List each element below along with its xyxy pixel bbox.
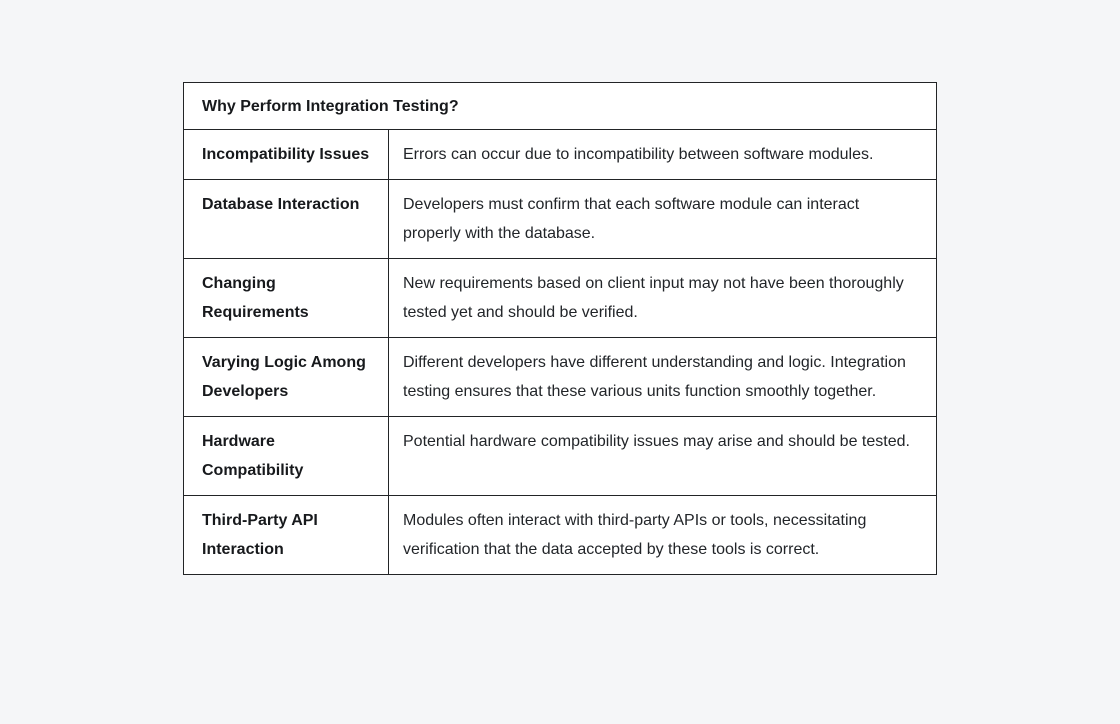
table-row: Hardware Compatibility Potential hardwar… — [184, 417, 936, 496]
table-row: Changing Requirements New requirements b… — [184, 259, 936, 338]
table-row: Varying Logic Among Developers Different… — [184, 338, 936, 417]
description-cell: Errors can occur due to incompatibility … — [403, 146, 874, 163]
table-title: Why Perform Integration Testing? — [184, 83, 936, 130]
table-row: Database Interaction Developers must con… — [184, 180, 936, 259]
description-cell: Different developers have different unde… — [403, 354, 906, 400]
description-cell: New requirements based on client input m… — [403, 275, 904, 321]
term-cell: Changing Requirements — [184, 259, 389, 337]
term-cell: Hardware Compatibility — [184, 417, 389, 495]
description-cell: Modules often interact with third-party … — [403, 512, 867, 558]
term-cell: Varying Logic Among Developers — [184, 338, 389, 416]
table-row: Incompatibility Issues Errors can occur … — [184, 130, 936, 180]
table-row: Third-Party API Interaction Modules ofte… — [184, 496, 936, 574]
integration-testing-table: Why Perform Integration Testing? Incompa… — [183, 82, 937, 575]
description-cell: Potential hardware compatibility issues … — [403, 433, 910, 450]
term-cell: Third-Party API Interaction — [184, 496, 389, 574]
term-cell: Database Interaction — [184, 180, 389, 258]
description-cell: Developers must confirm that each softwa… — [403, 196, 860, 242]
term-cell: Incompatibility Issues — [184, 130, 389, 179]
